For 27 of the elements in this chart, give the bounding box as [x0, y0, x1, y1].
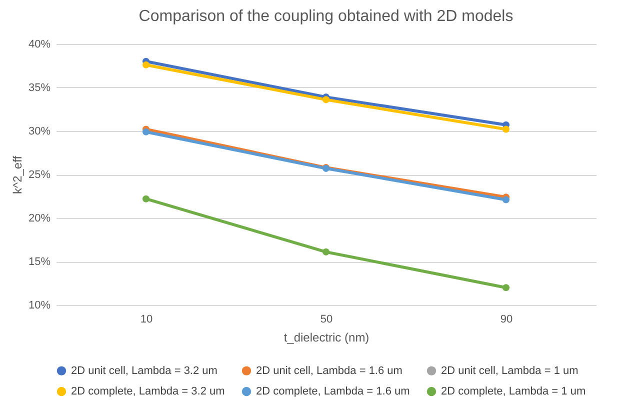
y-tick-label: 35%	[28, 82, 51, 94]
y-tick-label: 10%	[28, 300, 51, 312]
y-tick-label: 20%	[28, 212, 51, 224]
y-tick-label: 30%	[28, 126, 51, 138]
x-tick-label: 50	[320, 314, 333, 326]
legend-label: 2D unit cell, Lambda = 1.6 um	[256, 364, 402, 377]
point	[142, 61, 150, 68]
y-tick-label: 40%	[28, 38, 51, 50]
y-tick-label: 25%	[28, 169, 51, 181]
y-tick-label: 15%	[28, 256, 51, 268]
point	[142, 128, 150, 136]
point	[502, 284, 510, 292]
point	[142, 195, 150, 202]
legend-label: 2D unit cell, Lambda = 1 um	[441, 364, 578, 377]
point	[322, 96, 330, 104]
x-tick-label: 10	[140, 314, 153, 326]
chart-title: Comparison of the coupling obtained with 2D models	[138, 8, 514, 25]
point	[502, 126, 510, 133]
legend-label: 2D complete, Lambda = 1.6 um	[256, 386, 410, 398]
legend-label: 2D complete, Lambda = 1 um	[441, 386, 586, 398]
x-tick-label: 90	[500, 314, 513, 326]
x-axis-title: t_dielectric (nm)	[284, 330, 370, 344]
legend-label: 2D unit cell, Lambda = 3.2 um	[71, 364, 218, 377]
y-axis-title: k^2_eff	[10, 155, 24, 194]
point	[502, 196, 510, 204]
point	[322, 248, 330, 256]
legend-label: 2D complete, Lambda = 3.2 um	[71, 386, 225, 398]
